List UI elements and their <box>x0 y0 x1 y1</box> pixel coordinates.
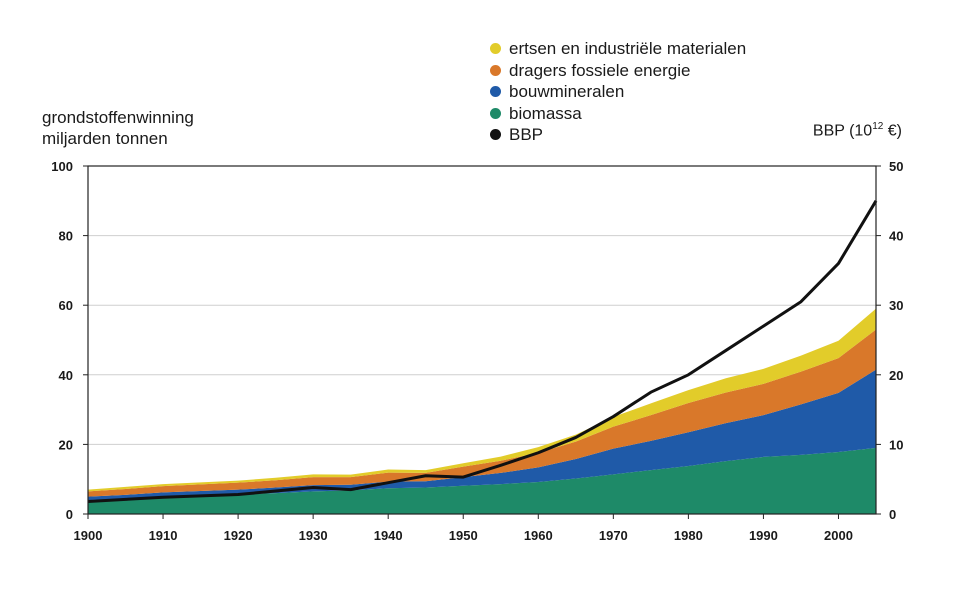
x-tick-label-1910: 1910 <box>149 528 178 543</box>
right-axis-label: BBP (1012 €) <box>813 121 902 140</box>
legend-dot-bouwmineralen <box>490 86 501 98</box>
x-tick-label-1980: 1980 <box>674 528 703 543</box>
y-right-tick-label-10: 10 <box>889 437 903 452</box>
bbp-line <box>87 200 878 503</box>
y-left-tick-label-100: 100 <box>51 159 73 174</box>
y-right-tick-label-40: 40 <box>889 229 903 244</box>
x-tick-label-1970: 1970 <box>599 528 628 543</box>
legend-label-bbp: BBP <box>509 125 544 144</box>
legend-item-bouwmineralen: bouwmineralen <box>490 81 746 103</box>
left-axis-label-line1: grondstoffenwinning <box>42 108 194 127</box>
legend: ertsen en industriële materialen dragers… <box>490 38 746 146</box>
legend-item-biomassa: biomassa <box>490 103 746 125</box>
x-axis-ticks: 1900 1910 1920 1930 1940 1950 1960 1970 1980 1990… <box>74 514 853 543</box>
x-tick-label-1940: 1940 <box>374 528 403 543</box>
x-tick-label-1960: 1960 <box>524 528 553 543</box>
x-tick-label-2000: 2000 <box>824 528 853 543</box>
right-axis-label-exponent: 12 <box>872 121 884 132</box>
x-tick-label-1920: 1920 <box>224 528 253 543</box>
legend-label-fossiel: dragers fossiele energie <box>509 60 691 80</box>
y-left-tick-label-20: 20 <box>59 437 73 452</box>
y-right-tick-label-20: 20 <box>889 368 903 383</box>
legend-label-ertsen: ertsen en industriële materialen <box>509 39 747 58</box>
y-left-tick-label-40: 40 <box>59 368 73 383</box>
legend-item-bbp: BBP <box>490 124 746 146</box>
right-axis-label-text: BBP (10 <box>812 122 873 140</box>
legend-item-fossiel: dragers fossiele energie <box>490 60 746 82</box>
left-y-axis-ticks: 0 20 40 60 80 100 <box>51 159 88 522</box>
x-tick-label-1990: 1990 <box>749 528 778 543</box>
legend-dot-ertsen <box>490 43 501 55</box>
legend-item-ertsen: ertsen en industriële materialen <box>490 38 746 60</box>
legend-label-biomassa: biomassa <box>509 103 582 123</box>
area-bouwmineralen <box>88 369 876 501</box>
x-tick-label-1950: 1950 <box>449 528 478 543</box>
right-y-axis-ticks: 0 10 20 30 40 50 <box>876 159 903 522</box>
plot-frame <box>87 165 877 515</box>
y-right-tick-label-0: 0 <box>889 507 896 522</box>
area-biomassa <box>88 447 876 514</box>
y-right-tick-label-50: 50 <box>889 159 903 174</box>
legend-label-bouwmineralen: bouwmineralen <box>509 82 625 101</box>
stacked-areas <box>88 308 876 514</box>
y-right-tick-label-30: 30 <box>889 298 903 313</box>
legend-dot-fossiel <box>490 64 501 76</box>
left-axis-label-line2: miljarden tonnen <box>42 129 168 148</box>
legend-dot-biomassa <box>490 107 501 119</box>
x-tick-label-1930: 1930 <box>299 528 328 543</box>
right-axis-label-unit: €) <box>883 122 902 140</box>
y-left-tick-label-80: 80 <box>59 229 73 244</box>
legend-dot-bbp <box>490 129 501 141</box>
y-left-tick-label-0: 0 <box>66 507 73 522</box>
x-tick-label-1900: 1900 <box>74 528 103 543</box>
left-axis-label: grondstoffenwinning miljarden tonnen <box>42 107 194 149</box>
y-left-tick-label-60: 60 <box>59 298 73 313</box>
area-dragers <box>88 329 876 497</box>
bbp-line-group <box>87 200 878 503</box>
